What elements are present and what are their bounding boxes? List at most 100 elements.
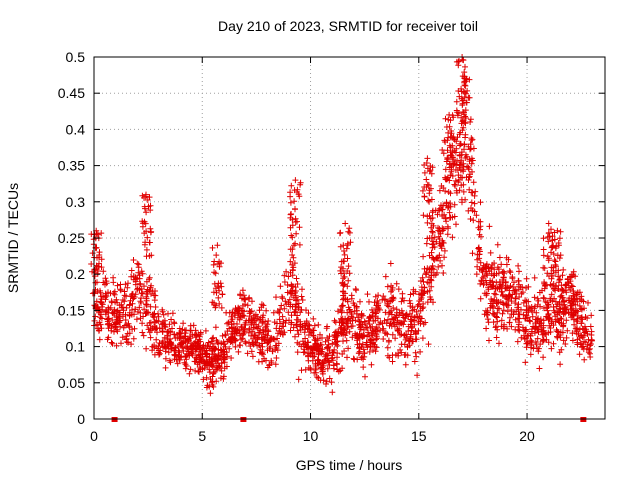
- data-point: [475, 218, 482, 225]
- data-point: [298, 367, 305, 374]
- data-point: [297, 179, 304, 186]
- data-point: [485, 264, 492, 270]
- data-point: [576, 351, 583, 358]
- data-point: [535, 345, 542, 352]
- data-point: [151, 351, 158, 358]
- data-point: [192, 348, 199, 355]
- data-point: [421, 288, 428, 295]
- data-point: [344, 268, 351, 274]
- data-point: [540, 354, 547, 361]
- data-point: [176, 325, 183, 332]
- data-point: [197, 331, 204, 338]
- data-point: [266, 361, 273, 368]
- data-point: [171, 356, 178, 363]
- data-point: [387, 260, 394, 267]
- data-point: [404, 343, 411, 350]
- data-point: [89, 250, 96, 257]
- data-point: [105, 315, 112, 322]
- data-point: [384, 344, 391, 351]
- data-point: [237, 332, 244, 339]
- data-point: [337, 229, 344, 236]
- data-point: [558, 346, 565, 353]
- data-point: [283, 268, 290, 275]
- data-point: [169, 325, 175, 332]
- data-point: [171, 331, 178, 338]
- data-point: [239, 287, 246, 294]
- data-point: [292, 205, 298, 212]
- data-point: [334, 361, 340, 368]
- data-point: [466, 186, 473, 193]
- data-point: [467, 141, 474, 148]
- data-point: [522, 326, 529, 333]
- data-point: [311, 322, 318, 329]
- data-point: [560, 311, 567, 318]
- data-point: [578, 320, 585, 327]
- data-point: [317, 377, 324, 384]
- data-point: [365, 329, 372, 336]
- data-point: [155, 347, 162, 354]
- data-point: [151, 297, 158, 304]
- data-point: [186, 370, 193, 377]
- data-point: [295, 300, 302, 307]
- data-point: [200, 342, 207, 349]
- data-point: [441, 211, 448, 218]
- data-point: [427, 215, 434, 222]
- data-point: [552, 318, 559, 325]
- data-points: [88, 54, 595, 397]
- y-tick-label: 0.05: [58, 375, 85, 391]
- data-point: [421, 169, 428, 176]
- data-point: [344, 320, 351, 327]
- data-point: [449, 142, 456, 149]
- data-point: [264, 347, 271, 354]
- data-point: [344, 354, 350, 361]
- data-point: [324, 345, 331, 352]
- data-point: [196, 368, 202, 375]
- data-point: [319, 368, 326, 375]
- data-point: [545, 230, 552, 237]
- data-point: [411, 358, 418, 365]
- data-point: [552, 269, 559, 276]
- data-point: [180, 339, 187, 345]
- data-point: [479, 274, 486, 281]
- data-point: [547, 297, 554, 304]
- data-point: [143, 295, 150, 302]
- data-point: [122, 317, 129, 323]
- data-point: [246, 313, 253, 320]
- data-point: [250, 335, 257, 342]
- data-point: [366, 321, 373, 328]
- data-point: [505, 296, 512, 303]
- data-point: [380, 336, 387, 342]
- data-point: [466, 173, 473, 180]
- data-point: [569, 330, 576, 337]
- data-point: [435, 263, 442, 270]
- data-point: [407, 300, 414, 307]
- data-point: [421, 184, 428, 190]
- data-point: [402, 361, 409, 368]
- data-point: [554, 301, 561, 308]
- data-point: [164, 332, 171, 339]
- data-point: [548, 291, 555, 298]
- data-point: [102, 275, 109, 282]
- data-point: [530, 345, 537, 352]
- data-point: [411, 321, 418, 328]
- data-point: [559, 329, 566, 336]
- data-point: [518, 290, 525, 297]
- data-point: [454, 189, 460, 196]
- data-point: [294, 349, 301, 356]
- data-point: [261, 336, 267, 342]
- data-point: [396, 312, 403, 318]
- data-point: [417, 318, 424, 325]
- data-point: [105, 334, 112, 341]
- data-point: [265, 318, 272, 324]
- data-point: [392, 335, 399, 342]
- data-point: [464, 163, 471, 170]
- data-point: [588, 312, 595, 319]
- data-point: [540, 294, 547, 301]
- data-point: [285, 273, 292, 280]
- data-point: [281, 329, 288, 336]
- data-point: [466, 94, 473, 101]
- data-point: [315, 321, 322, 328]
- data-point: [484, 272, 491, 279]
- data-point: [290, 324, 297, 331]
- data-point: [216, 353, 223, 360]
